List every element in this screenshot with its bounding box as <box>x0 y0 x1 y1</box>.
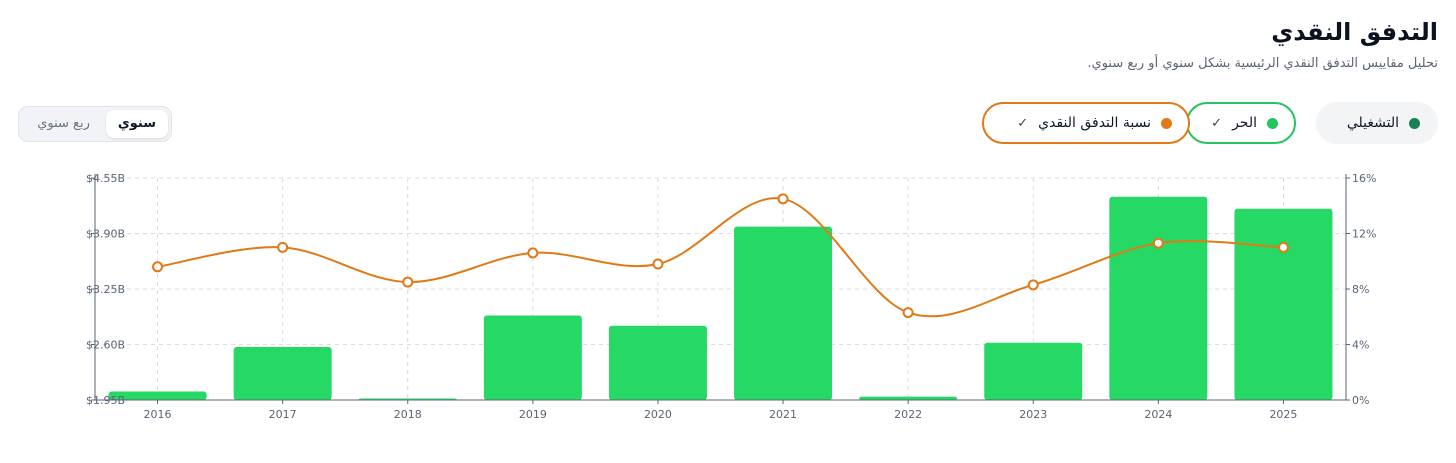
free-cash-flow-bar <box>734 226 833 400</box>
annual-option[interactable]: سنوي <box>105 110 168 138</box>
ratio-point <box>652 258 664 270</box>
quarterly-option[interactable]: ربع سنوي <box>37 116 90 131</box>
ratio-line-path <box>157 197 1284 318</box>
y-right-tick-label: 4% <box>1352 339 1369 352</box>
free-cash-flow-bar <box>1234 208 1333 400</box>
ratio-dot-icon <box>1161 117 1172 129</box>
y-right-tick-label: 16% <box>1352 172 1376 185</box>
x-tick-label: 2025 <box>1269 408 1297 421</box>
free-cash-flow-bar <box>859 396 958 400</box>
x-tick-label: 2022 <box>894 408 922 421</box>
ratio-point <box>902 307 914 319</box>
free-cash-flow-bar <box>1109 196 1208 400</box>
free-series-label: الحر <box>1232 115 1257 131</box>
page-subtitle: تحليل مقاييس التدفق النقدي الرئيسية بشكل… <box>1087 56 1438 71</box>
x-tick-label: 2017 <box>269 408 297 421</box>
ratio-point <box>1152 237 1164 249</box>
free-cash-flow-bar <box>483 315 582 400</box>
x-tick-label: 2016 <box>144 408 172 421</box>
x-tick-label: 2019 <box>519 408 547 421</box>
ratio-series-toggle[interactable]: نسبة التدفق النقدي ✓ <box>982 102 1190 144</box>
chart-axes: $1.95B 0%$2.60B 4%$3.25B 8%$3.90B 12%$4.55B 1… <box>86 172 1377 421</box>
ratio-point <box>1027 279 1039 291</box>
check-icon: ✓ <box>1211 115 1223 131</box>
ratio-point <box>777 193 789 205</box>
y-left-tick-label: $3.90B <box>86 228 125 241</box>
x-tick-label: 2018 <box>394 408 422 421</box>
y-right-tick-label: 8% <box>1352 283 1369 296</box>
cash-flow-chart: $1.95B 0%$2.60B 4%$3.25B 8%$3.90B 12%$4.55B 1… <box>86 172 1377 421</box>
x-tick-label: 2021 <box>769 408 797 421</box>
page-title: التدفق النقدي <box>1271 18 1438 46</box>
free-cash-flow-bar <box>984 342 1083 400</box>
free-cash-flow-bar <box>233 347 332 400</box>
period-toggle: سنوي ربع سنوي <box>18 106 172 142</box>
ratio-series-label: نسبة التدفق النقدي <box>1038 115 1151 131</box>
x-tick-label: 2024 <box>1144 408 1172 421</box>
x-tick-label: 2020 <box>644 408 672 421</box>
ratio-point <box>402 276 414 288</box>
operating-series-label: التشغيلي <box>1346 115 1399 131</box>
ratio-point <box>527 247 539 259</box>
y-left-tick-label: $2.60B <box>86 339 125 352</box>
free-dot-icon <box>1267 117 1278 129</box>
ratio-point <box>152 261 164 273</box>
check-icon: ✓ <box>1017 115 1029 131</box>
free-cash-flow-bar <box>108 391 207 400</box>
y-left-tick-label: $4.55B <box>86 172 125 185</box>
ratio-point <box>1277 241 1289 253</box>
free-cash-flow-bars <box>108 196 1333 400</box>
operating-dot-icon <box>1409 117 1420 129</box>
operating-series-toggle[interactable]: التشغيلي <box>1316 102 1438 144</box>
y-left-tick-label: $3.25B <box>86 283 125 296</box>
cash-flow-ratio-line <box>152 193 1289 319</box>
free-series-toggle[interactable]: الحر ✓ <box>1186 102 1296 144</box>
y-right-tick-label: 12% <box>1352 228 1376 241</box>
y-right-tick-label: 0% <box>1352 394 1369 407</box>
free-cash-flow-bar <box>608 325 707 400</box>
x-tick-label: 2023 <box>1019 408 1047 421</box>
ratio-point <box>277 241 289 253</box>
